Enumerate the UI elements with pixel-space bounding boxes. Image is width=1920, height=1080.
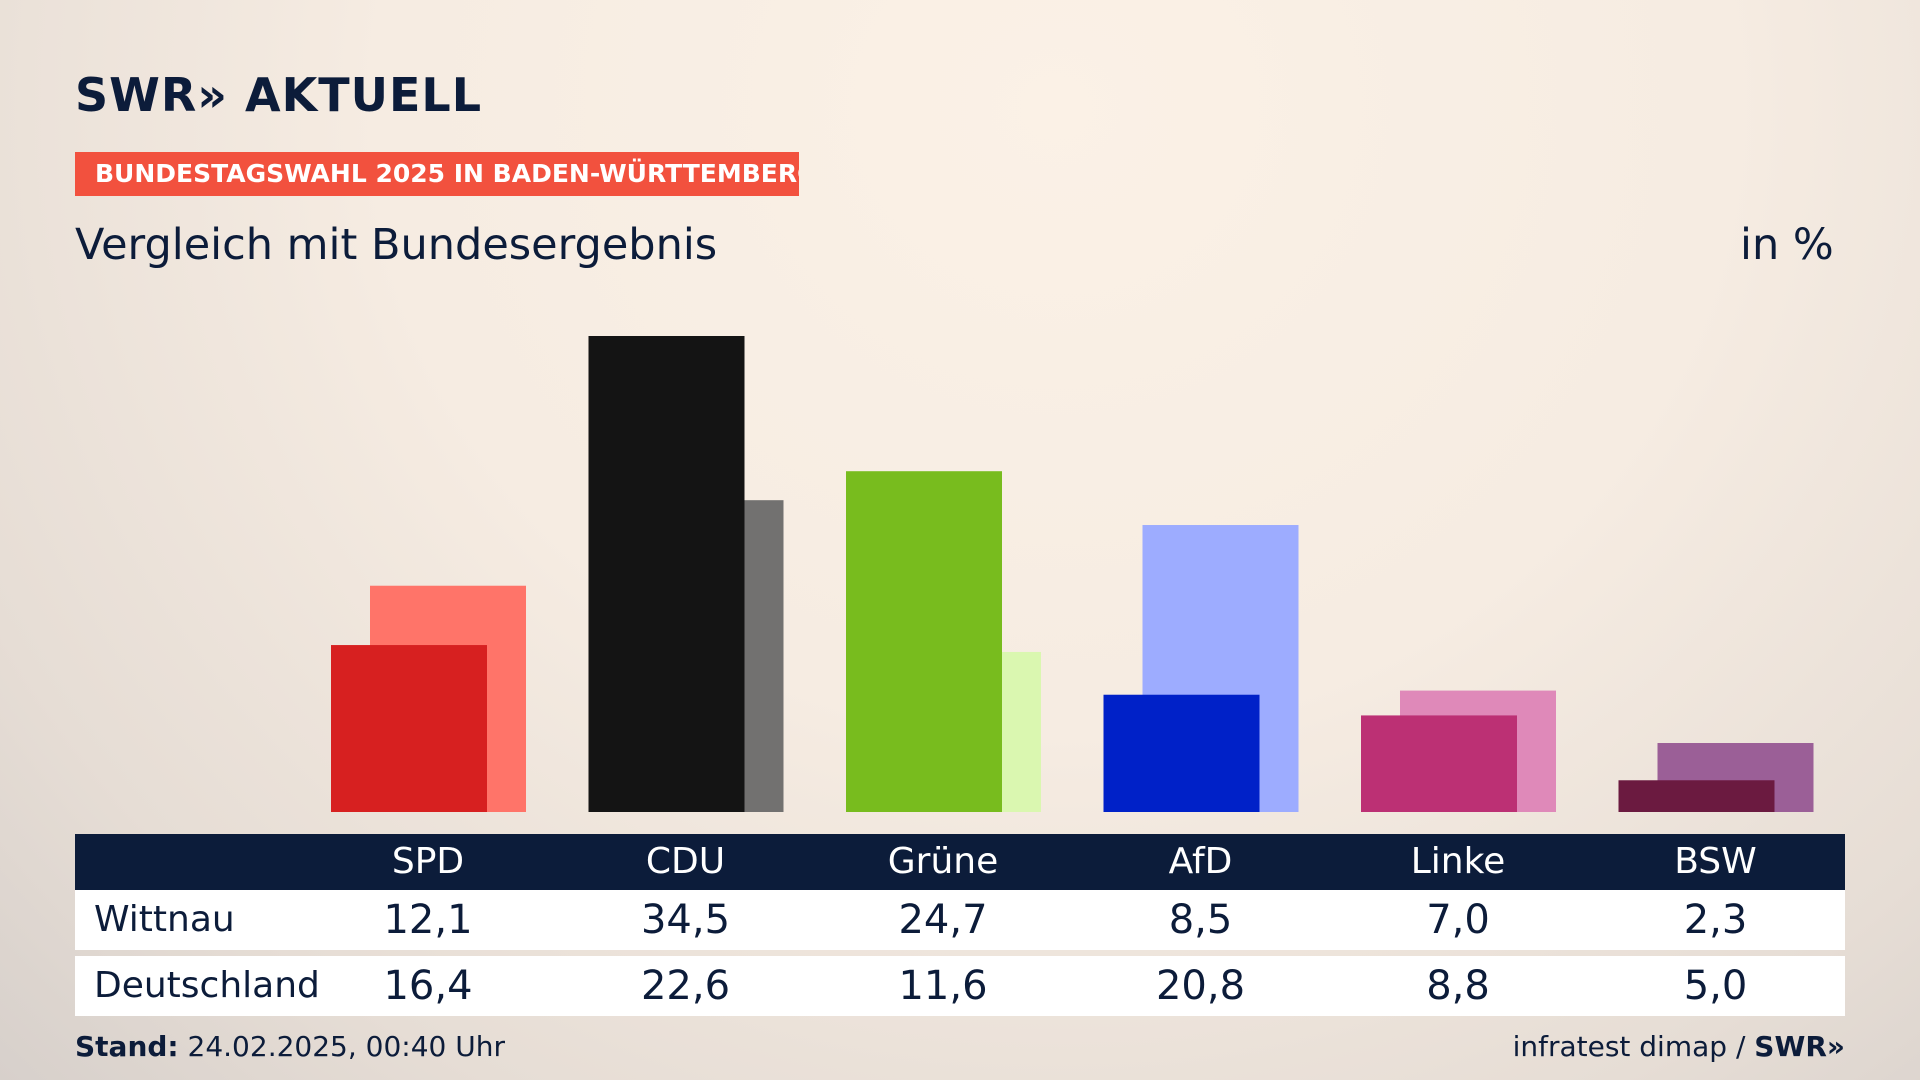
value-wittnau-gruene: 24,7 [898, 897, 988, 943]
unit-label: in % [1740, 220, 1834, 270]
swr-logo: SWR» [1754, 1030, 1845, 1063]
table-row-wittnau: Wittnau 12,1 34,5 24,7 8,5 7,0 2,3 [75, 890, 1845, 950]
stand-value: 24.02.2025, 00:40 Uhr [187, 1030, 505, 1063]
value-wittnau-spd: 12,1 [383, 897, 473, 943]
bar-wittnau-spd [331, 645, 487, 812]
value-wittnau-afd: 8,5 [1168, 897, 1233, 943]
header-afd: AfD [1168, 841, 1233, 882]
value-deutschland-spd: 16,4 [383, 963, 473, 1009]
value-deutschland-linke: 8,8 [1426, 963, 1490, 1009]
timestamp: Stand: 24.02.2025, 00:40 Uhr [75, 1030, 505, 1063]
table-header: SPD CDU Grüne AfD Linke BSW [75, 834, 1845, 890]
chart-subtitle: Vergleich mit Bundesergebnis [75, 220, 718, 270]
header-bsw: BSW [1674, 841, 1757, 882]
value-deutschland-bsw: 5,0 [1683, 963, 1748, 1009]
bar-wittnau-bsw [1618, 780, 1775, 812]
row-label-deutschland: Deutschland [94, 965, 320, 1006]
source-text: infratest dimap [1512, 1030, 1728, 1063]
header-linke: Linke [1410, 841, 1506, 882]
election-banner: BUNDESTAGSWAHL 2025 IN BADEN-WÜRTTEMBERG [75, 152, 799, 196]
table-row-deutschland: Deutschland 16,4 22,6 11,6 20,8 8,8 5,0 [75, 956, 1845, 1016]
value-wittnau-bsw: 2,3 [1683, 897, 1748, 943]
header-cdu: CDU [645, 841, 726, 882]
source-credit: infratest dimap / SWR» [1513, 1030, 1845, 1063]
value-deutschland-gruene: 11,6 [898, 963, 988, 1009]
row-label-wittnau: Wittnau [94, 899, 235, 940]
value-wittnau-cdu: 34,5 [640, 897, 731, 943]
header-spd: SPD [391, 841, 465, 882]
bar-wittnau-afd [1103, 694, 1260, 812]
source-separator: / [1735, 1030, 1746, 1063]
bar-wittnau-cdu [588, 336, 745, 812]
value-deutschland-cdu: 22,6 [640, 963, 731, 1009]
results-table: SPD CDU Grüne AfD Linke BSW Wittnau 12,1 34,5 2… [75, 834, 1845, 1016]
value-wittnau-linke: 7,0 [1426, 897, 1490, 943]
header-gruene: Grüne [887, 841, 999, 882]
swr-aktuell-logo: SWR» AKTUELL [75, 68, 483, 122]
stand-label: Stand: [75, 1030, 179, 1063]
bar-wittnau-linke [1361, 715, 1517, 812]
bar-wittnau-gruene [846, 471, 1002, 812]
value-deutschland-afd: 20,8 [1155, 963, 1246, 1009]
